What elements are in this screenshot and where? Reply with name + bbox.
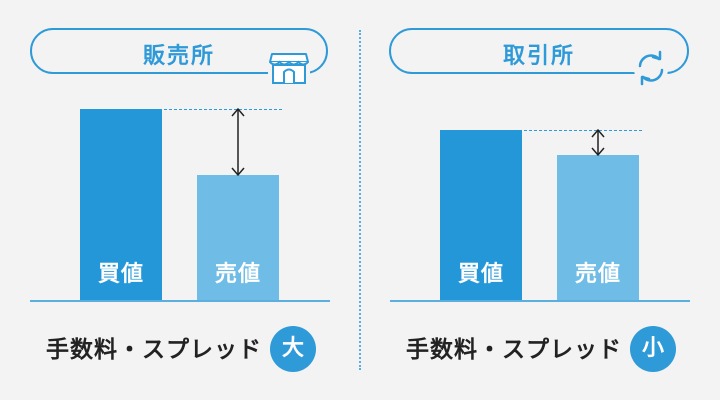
dealer-caption: 手数料・スプレッド [46, 337, 262, 363]
dealer-spread-arrow-icon [231, 107, 245, 177]
panel-divider [359, 30, 361, 370]
dealer-title: 販売所 [142, 44, 215, 69]
store-icon [268, 50, 310, 86]
dealer-sell-bar: 売値 [197, 175, 279, 300]
exchange-sell-bar: 売値 [557, 155, 639, 300]
dealer-sell-label: 売値 [214, 262, 261, 287]
exchange-caption: 手数料・スプレッド [406, 337, 622, 363]
exchange-buy-bar: 買値 [440, 130, 522, 300]
dealer-buy-label: 買値 [97, 262, 144, 287]
exchange-baseline [390, 300, 690, 302]
exchange-spread-size-badge: 小 [630, 326, 676, 372]
dealer-spread-size-badge: 大 [270, 326, 316, 372]
exchange-title: 取引所 [502, 44, 575, 69]
dealer-panel: 販売所 買値 売値 手数料・スプレッド 大 [30, 28, 330, 372]
dealer-buy-level-line [164, 109, 282, 110]
exchange-buy-label: 買値 [457, 262, 504, 287]
exchange-arrows-icon [634, 50, 668, 86]
dealer-baseline [30, 300, 330, 302]
exchange-panel: 取引所 買値 売値 手数料・スプレッド 小 [360, 0, 720, 400]
dealer-buy-bar: 買値 [80, 109, 162, 300]
exchange-buy-level-line [524, 130, 642, 131]
exchange-sell-label: 売値 [574, 262, 621, 287]
exchange-spread-arrow-icon [591, 128, 605, 157]
